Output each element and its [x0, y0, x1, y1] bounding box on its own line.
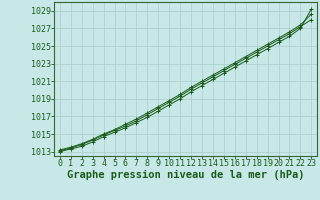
X-axis label: Graphe pression niveau de la mer (hPa): Graphe pression niveau de la mer (hPa) — [67, 170, 304, 180]
